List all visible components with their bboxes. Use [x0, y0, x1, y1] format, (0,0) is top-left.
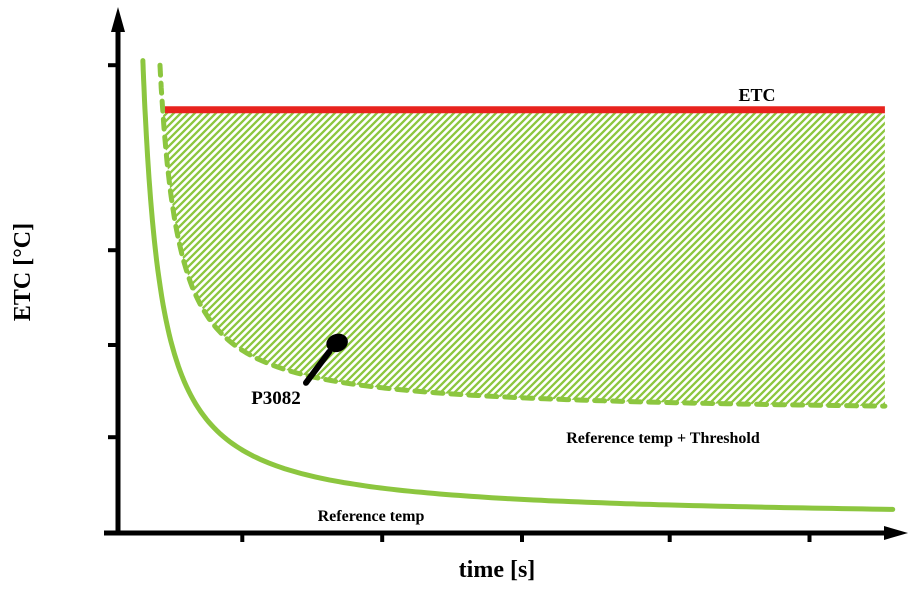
series-curve	[140, 58, 896, 512]
x-axis-label: time [s]	[459, 557, 536, 583]
p3082-marker	[303, 333, 348, 386]
y-axis-arrow	[111, 7, 125, 32]
threshold-curve-label: Reference temp + Threshold	[566, 430, 760, 447]
p3082-point	[326, 333, 348, 353]
axes	[104, 28, 886, 536]
y-axis-label: ETC [°C]	[10, 223, 36, 321]
x-axis-arrow	[884, 526, 908, 540]
p3082-label: P3082	[251, 388, 301, 409]
threshold-curve	[157, 62, 888, 409]
reference-temp-curve-label: Reference temp	[318, 508, 425, 525]
hatched-region-path	[162, 109, 885, 407]
series-curve	[157, 62, 888, 409]
p3082-leader	[303, 348, 333, 386]
etc-line-label: ETC	[738, 85, 775, 105]
axis-ticks	[108, 63, 812, 542]
reference-temp-curve	[140, 58, 896, 512]
hatched-region	[162, 109, 885, 407]
